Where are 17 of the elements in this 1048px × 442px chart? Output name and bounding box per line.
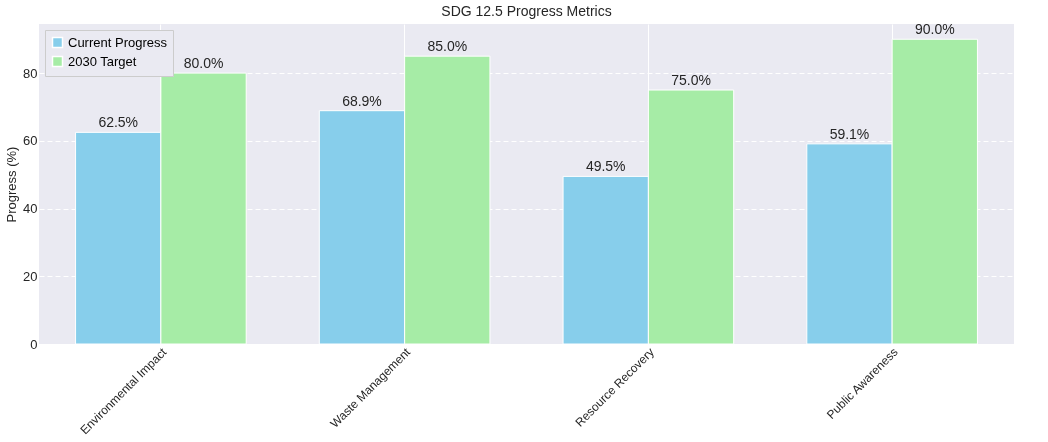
chart-title: SDG 12.5 Progress Metrics (441, 3, 612, 20)
data-label: 80.0% (183, 55, 224, 72)
y-tick-label: 20 (23, 268, 38, 284)
legend-label: Current Progress (68, 34, 168, 50)
data-label: 59.1% (829, 125, 870, 142)
data-label: 75.0% (671, 72, 711, 89)
data-label: 90.0% (914, 21, 955, 38)
y-tick-label: 40 (23, 201, 38, 217)
data-label: 85.0% (427, 38, 468, 55)
y-tick-label: 60 (23, 133, 38, 149)
y-tick-label: 0 (30, 336, 38, 352)
data-label: 68.9% (342, 92, 382, 109)
y-axis-title: Progress (%) (4, 146, 20, 223)
legend-label: 2030 Target (68, 53, 137, 69)
data-label: 62.5% (98, 114, 139, 131)
y-tick-label: 80 (23, 65, 38, 81)
data-label: 49.5% (585, 158, 626, 175)
